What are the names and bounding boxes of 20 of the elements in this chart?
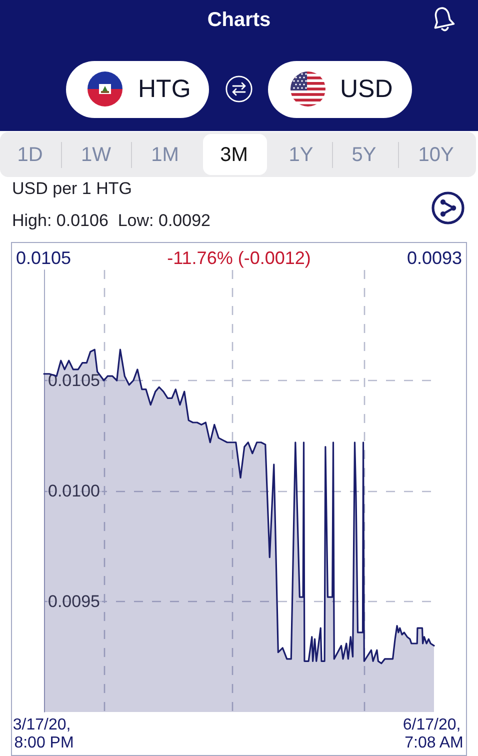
text: 10Y [418,143,454,167]
y-tick-label: 0.0105 [48,371,100,390]
y-axis-title: USD per 1 HTG [12,178,132,199]
text: 5Y [352,143,376,167]
text: 1M [151,143,179,167]
y-tick-label: 0.0100 [48,482,100,500]
x-tick-label: 6/17/20, 7:08 AM [402,716,466,752]
text: 3M [220,143,248,167]
text: 1W [81,143,111,167]
text: High: 0.0106 Low: 0.0092 [12,210,210,231]
text: 0.0093 [406,247,462,269]
x-tick-label: 3/17/20, 8:00 PM [12,716,76,752]
text: 0.0105 [16,247,72,269]
y-tick-label: 0.0095 [48,592,100,611]
text: HTG [138,75,191,103]
text: 1D [17,143,43,167]
text: -11.76% (-0.0012) [167,247,311,269]
chart-title: Charts [206,8,272,32]
text: 1Y [288,143,314,167]
text: USD [340,75,393,103]
